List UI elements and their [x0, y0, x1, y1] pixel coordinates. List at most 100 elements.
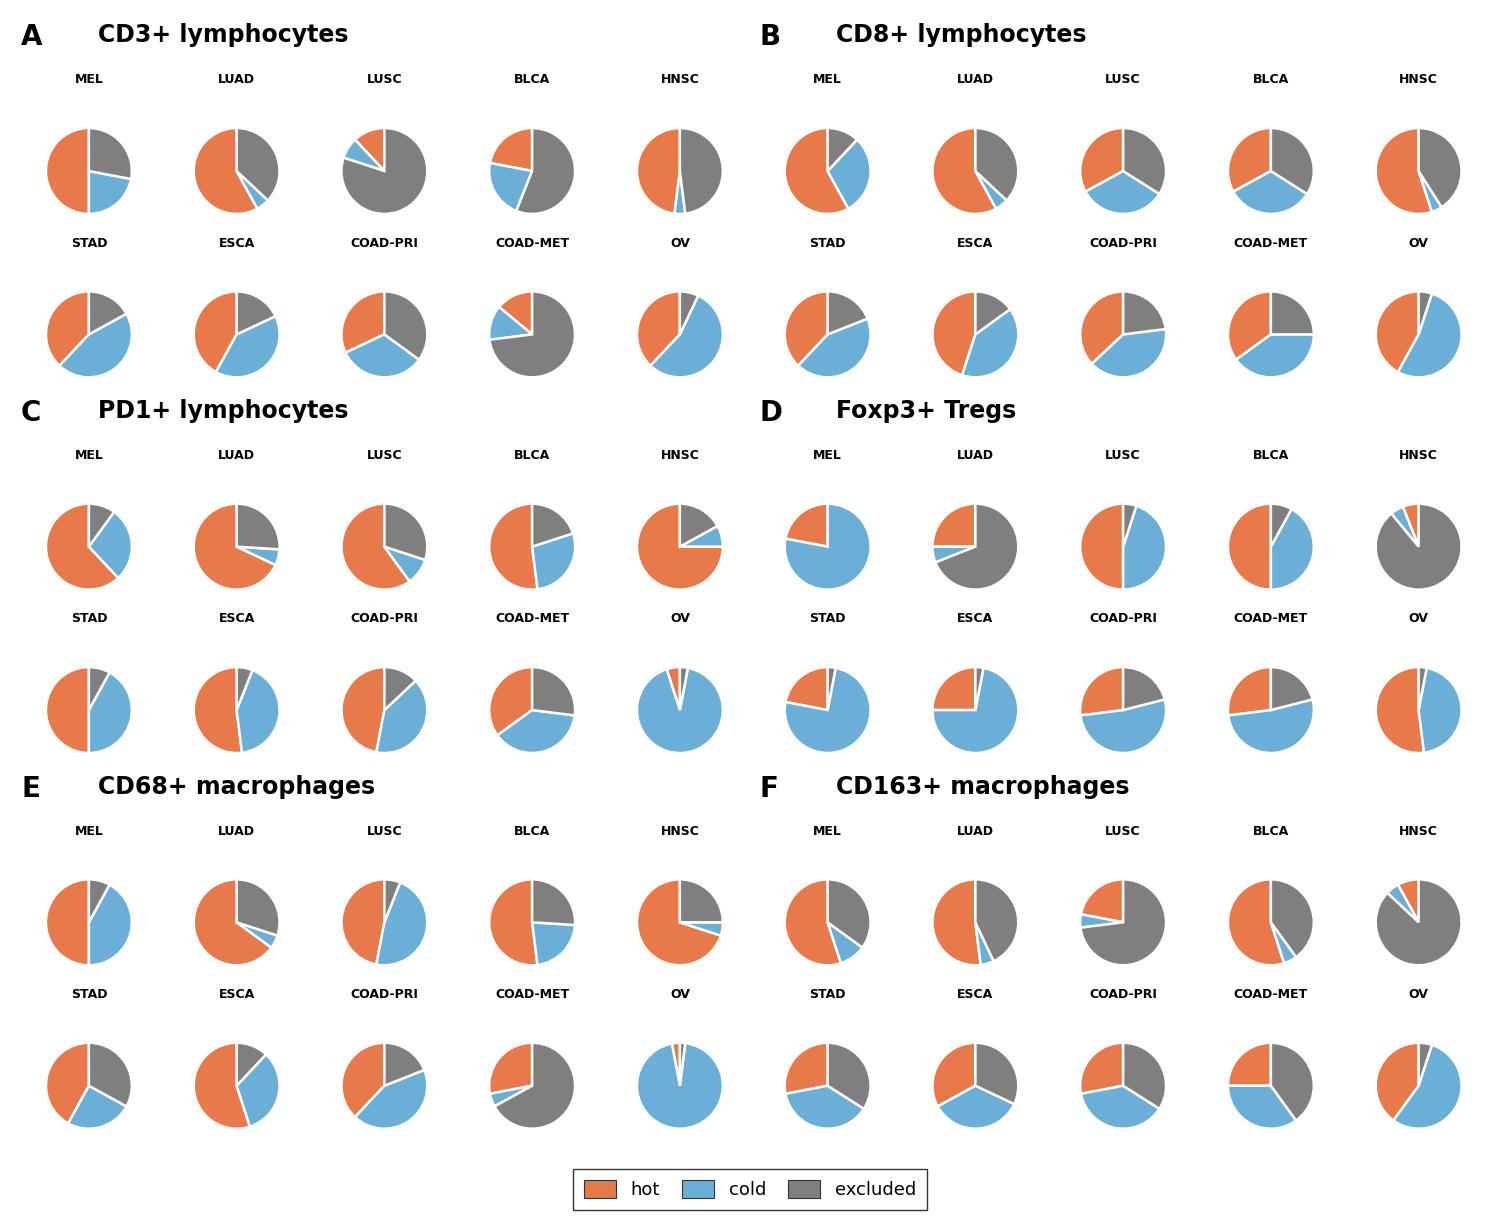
- Wedge shape: [1419, 129, 1461, 207]
- Wedge shape: [489, 880, 537, 965]
- Wedge shape: [1419, 172, 1442, 212]
- Wedge shape: [237, 172, 268, 208]
- Wedge shape: [798, 318, 870, 377]
- Wedge shape: [784, 503, 870, 589]
- Wedge shape: [1228, 503, 1270, 589]
- Wedge shape: [1228, 668, 1270, 715]
- Text: STAD: STAD: [810, 236, 846, 250]
- Text: OV: OV: [670, 236, 690, 250]
- Wedge shape: [1124, 292, 1166, 334]
- Text: CD68+ macrophages: CD68+ macrophages: [98, 774, 375, 799]
- Wedge shape: [786, 668, 828, 710]
- Text: ESCA: ESCA: [219, 612, 255, 626]
- Wedge shape: [651, 295, 723, 377]
- Text: ESCA: ESCA: [219, 236, 255, 250]
- Wedge shape: [1376, 880, 1461, 965]
- Text: HNSC: HNSC: [660, 824, 699, 838]
- Wedge shape: [1419, 292, 1432, 334]
- Text: COAD-PRI: COAD-PRI: [1089, 989, 1156, 1001]
- Wedge shape: [490, 129, 532, 172]
- Text: BLCA: BLCA: [514, 824, 550, 838]
- Text: PD1+ lymphocytes: PD1+ lymphocytes: [98, 399, 348, 423]
- Wedge shape: [1376, 129, 1432, 214]
- Text: COAD-MET: COAD-MET: [495, 612, 568, 626]
- Wedge shape: [490, 1085, 532, 1106]
- Wedge shape: [1086, 172, 1160, 214]
- Text: COAD-MET: COAD-MET: [1234, 612, 1308, 626]
- Wedge shape: [1228, 129, 1270, 191]
- Text: ESCA: ESCA: [957, 989, 993, 1001]
- Wedge shape: [237, 670, 279, 752]
- Wedge shape: [828, 668, 836, 710]
- Wedge shape: [344, 140, 384, 172]
- Wedge shape: [680, 526, 723, 546]
- Text: ESCA: ESCA: [219, 989, 255, 1001]
- Text: E: E: [21, 774, 40, 802]
- Wedge shape: [384, 503, 427, 560]
- Text: LUSC: LUSC: [1106, 74, 1142, 86]
- Wedge shape: [1419, 668, 1426, 710]
- Wedge shape: [46, 503, 118, 589]
- Text: COAD-PRI: COAD-PRI: [1089, 236, 1156, 250]
- Wedge shape: [46, 292, 88, 366]
- Wedge shape: [356, 129, 384, 172]
- Wedge shape: [194, 503, 276, 589]
- Text: STAD: STAD: [70, 236, 106, 250]
- Wedge shape: [1270, 503, 1292, 546]
- Wedge shape: [1124, 129, 1166, 194]
- Wedge shape: [342, 503, 410, 589]
- Text: COAD-MET: COAD-MET: [1234, 236, 1308, 250]
- Text: LUSC: LUSC: [366, 824, 402, 838]
- Wedge shape: [638, 503, 723, 589]
- Text: CD3+ lymphocytes: CD3+ lymphocytes: [98, 23, 348, 48]
- Wedge shape: [784, 292, 828, 366]
- Text: A: A: [21, 23, 42, 51]
- Wedge shape: [786, 1085, 864, 1128]
- Wedge shape: [638, 129, 680, 213]
- Text: LUAD: LUAD: [217, 74, 255, 86]
- Wedge shape: [975, 668, 984, 710]
- Wedge shape: [1270, 129, 1314, 194]
- Wedge shape: [933, 668, 1019, 753]
- Wedge shape: [975, 172, 1006, 208]
- Text: MEL: MEL: [813, 74, 842, 86]
- Wedge shape: [933, 880, 981, 965]
- Wedge shape: [975, 922, 993, 965]
- Wedge shape: [489, 1042, 532, 1094]
- Wedge shape: [237, 546, 279, 565]
- Text: LUSC: LUSC: [1106, 450, 1142, 462]
- Wedge shape: [1402, 503, 1419, 546]
- Wedge shape: [1270, 922, 1296, 963]
- Text: HNSC: HNSC: [660, 450, 699, 462]
- Wedge shape: [495, 1042, 574, 1128]
- Text: LUSC: LUSC: [366, 450, 402, 462]
- Wedge shape: [342, 129, 427, 214]
- Wedge shape: [680, 668, 688, 710]
- Text: ESCA: ESCA: [957, 236, 993, 250]
- Wedge shape: [46, 1042, 88, 1123]
- Wedge shape: [532, 668, 574, 715]
- Wedge shape: [46, 129, 88, 214]
- Wedge shape: [1419, 1042, 1432, 1085]
- Wedge shape: [828, 129, 856, 172]
- Wedge shape: [1124, 1042, 1166, 1109]
- Wedge shape: [828, 292, 867, 334]
- Wedge shape: [784, 880, 842, 965]
- Wedge shape: [345, 334, 418, 377]
- Text: BLCA: BLCA: [1252, 824, 1288, 838]
- Text: F: F: [759, 774, 778, 802]
- Text: LUAD: LUAD: [957, 450, 994, 462]
- Wedge shape: [638, 668, 723, 753]
- Wedge shape: [88, 129, 132, 179]
- Wedge shape: [88, 503, 114, 546]
- Wedge shape: [384, 546, 424, 582]
- Wedge shape: [46, 668, 88, 753]
- Text: COAD-PRI: COAD-PRI: [351, 236, 418, 250]
- Text: BLCA: BLCA: [514, 74, 550, 86]
- Wedge shape: [1236, 334, 1314, 377]
- Text: BLCA: BLCA: [1252, 74, 1288, 86]
- Wedge shape: [356, 1069, 428, 1128]
- Text: MEL: MEL: [75, 450, 104, 462]
- Text: HNSC: HNSC: [660, 74, 699, 86]
- Wedge shape: [1228, 1085, 1296, 1128]
